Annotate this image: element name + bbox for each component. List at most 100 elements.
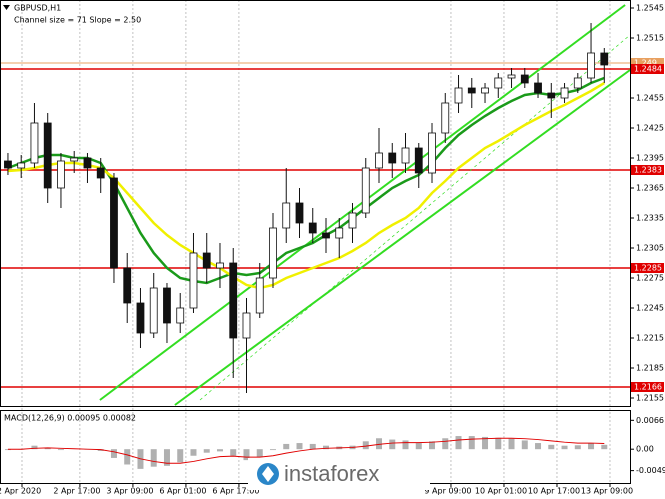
watermark-icon-shape: [262, 466, 274, 482]
candle-body: [520, 74, 529, 84]
macd-bar: [495, 437, 502, 450]
macd-bar: [256, 449, 263, 458]
x-tick-label: 3 Apr 09:00: [106, 487, 153, 496]
candle-body: [216, 262, 224, 269]
candle-body: [242, 312, 251, 339]
macd-bar: [57, 449, 64, 451]
y-tick-label: 1.2275: [636, 274, 664, 283]
watermark-text: instaforex: [284, 461, 379, 486]
macd-bar: [163, 449, 170, 466]
macd-bar: [216, 449, 223, 452]
y-tick-label: 1.2185: [636, 364, 664, 373]
macd-bar: [230, 449, 237, 456]
y-tick-label: 1.2455: [636, 94, 664, 103]
macd-signal: [7, 437, 605, 464]
macd-y-tick-label: -0.0049: [636, 466, 665, 475]
candle-body: [30, 122, 39, 164]
macd-bar: [243, 449, 250, 461]
candle-body: [57, 160, 65, 189]
y-tick-label: 1.2155: [636, 394, 664, 403]
macd-bar: [415, 443, 422, 450]
candle-body: [4, 160, 12, 169]
level-label: 1.249: [634, 59, 657, 68]
candle-body: [573, 77, 582, 89]
candle-body: [428, 132, 436, 174]
price-panel-frame: [0, 0, 631, 407]
candle-body: [481, 87, 489, 94]
candle-body: [295, 202, 304, 224]
candle-body: [202, 252, 211, 269]
candle-body: [534, 82, 542, 94]
level-label: 1.2285: [634, 264, 662, 273]
candle-body: [123, 267, 132, 304]
candle-body: [375, 152, 383, 169]
candle-body: [587, 52, 595, 79]
macd-y-tick-label: 0.0066: [636, 416, 664, 425]
macd-bar: [150, 449, 157, 467]
x-tick-label: 6 Apr 17:00: [212, 487, 259, 496]
candle-body: [414, 147, 423, 174]
candle-body: [149, 287, 158, 334]
candle-body: [322, 232, 330, 239]
candle-body: [361, 167, 370, 214]
macd-bar: [482, 436, 489, 450]
macd-bar: [4, 449, 11, 451]
candle-body: [335, 227, 344, 239]
level-box: [631, 263, 664, 273]
candle-body: [507, 74, 516, 79]
macd-bar: [44, 447, 51, 450]
macd-bar: [574, 445, 581, 450]
macd-bar: [110, 449, 117, 458]
macd-bar: [296, 443, 303, 450]
channel-line: [199, 34, 631, 401]
x-tick-label: 2 Apr 17:00: [53, 487, 100, 496]
candle-body: [136, 302, 145, 334]
x-tick-label: 10 Apr 01:00: [475, 487, 527, 496]
candle-body: [454, 87, 463, 104]
macd-bar: [588, 443, 595, 450]
level-label: 1.2484: [634, 65, 662, 74]
y-tick-label: 1.2395: [636, 154, 664, 163]
candle-body: [70, 157, 79, 162]
x-tick-label: 13 Apr 09:00: [581, 487, 633, 496]
candle-body: [308, 222, 317, 234]
candle-body: [467, 87, 476, 94]
macd-bar: [508, 438, 515, 450]
x-tick-label: 9 Apr 09:00: [424, 487, 471, 496]
candle-body: [282, 202, 291, 229]
macd-bar: [309, 443, 316, 450]
macd-bar: [124, 449, 131, 465]
macd-bar: [31, 445, 38, 450]
macd-bar: [389, 439, 396, 450]
candle-body: [176, 307, 185, 324]
level-box: [631, 165, 664, 175]
macd-bar: [203, 449, 210, 453]
macd-bar: [283, 443, 290, 450]
candle-body: [229, 262, 238, 339]
candle-body: [441, 102, 450, 134]
candle-body: [401, 147, 410, 164]
level-box: [631, 58, 664, 68]
macd-bar: [442, 438, 449, 450]
y-tick-label: 1.2545: [636, 4, 664, 13]
y-tick-label: 1.2425: [636, 124, 664, 133]
level-box: [631, 64, 664, 74]
moving-average: [7, 81, 605, 290]
macd-bar: [561, 445, 568, 450]
level-label: 1.2383: [634, 166, 662, 175]
macd-bar: [468, 436, 475, 450]
candle-body: [110, 177, 118, 269]
x-tick-label: 6 Apr 01:00: [159, 487, 206, 496]
macd-bar: [402, 440, 409, 450]
candle-body: [83, 157, 92, 169]
candle-body: [494, 77, 503, 89]
macd-label: MACD(12,26,9) 0.00095 0.00082: [4, 414, 136, 423]
macd-bar: [322, 445, 329, 450]
chart-subtitle: Channel size = 71 Slope = 2.50: [14, 16, 141, 25]
macd-bar: [376, 438, 383, 450]
macd-bar: [521, 440, 528, 450]
macd-bar: [548, 444, 555, 450]
candle-body: [547, 92, 556, 99]
